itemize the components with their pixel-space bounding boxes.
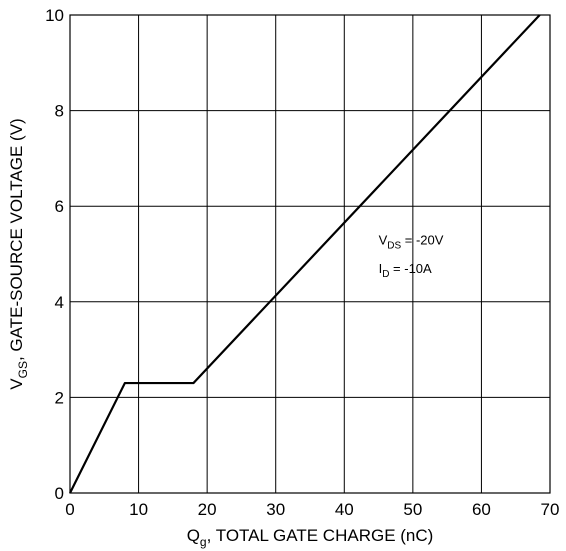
y-axis-title: VGS, GATE-SOURCE VOLTAGE (V): [7, 118, 30, 389]
y-tick-label: 6: [55, 197, 64, 216]
y-tick-label: 4: [55, 293, 64, 312]
x-axis-title: Qg, TOTAL GATE CHARGE (nC): [187, 526, 434, 549]
x-tick-label: 40: [335, 500, 354, 519]
x-tick-label: 0: [65, 500, 74, 519]
x-tick-label: 20: [198, 500, 217, 519]
x-tick-label: 50: [403, 500, 422, 519]
x-tick-label: 10: [129, 500, 148, 519]
x-tick-label: 60: [472, 500, 491, 519]
annotation-id: ID = -10A: [379, 261, 432, 280]
y-tick-label: 8: [55, 102, 64, 121]
plot-frame: [69, 14, 551, 494]
annotation-vds: VDS = -20V: [379, 232, 444, 251]
x-tick-labels: 0 10 20 30 40 50 60 70: [65, 500, 559, 519]
x-tick-label: 70: [541, 500, 560, 519]
x-tick-label: 30: [266, 500, 285, 519]
gate-charge-curve: [69, 14, 541, 494]
y-tick-labels: 0 2 4 6 8 10: [45, 6, 64, 503]
grid-layer: [70, 15, 550, 493]
y-tick-label: 10: [45, 6, 64, 25]
y-tick-label: 0: [55, 484, 64, 503]
y-tick-label: 2: [55, 388, 64, 407]
